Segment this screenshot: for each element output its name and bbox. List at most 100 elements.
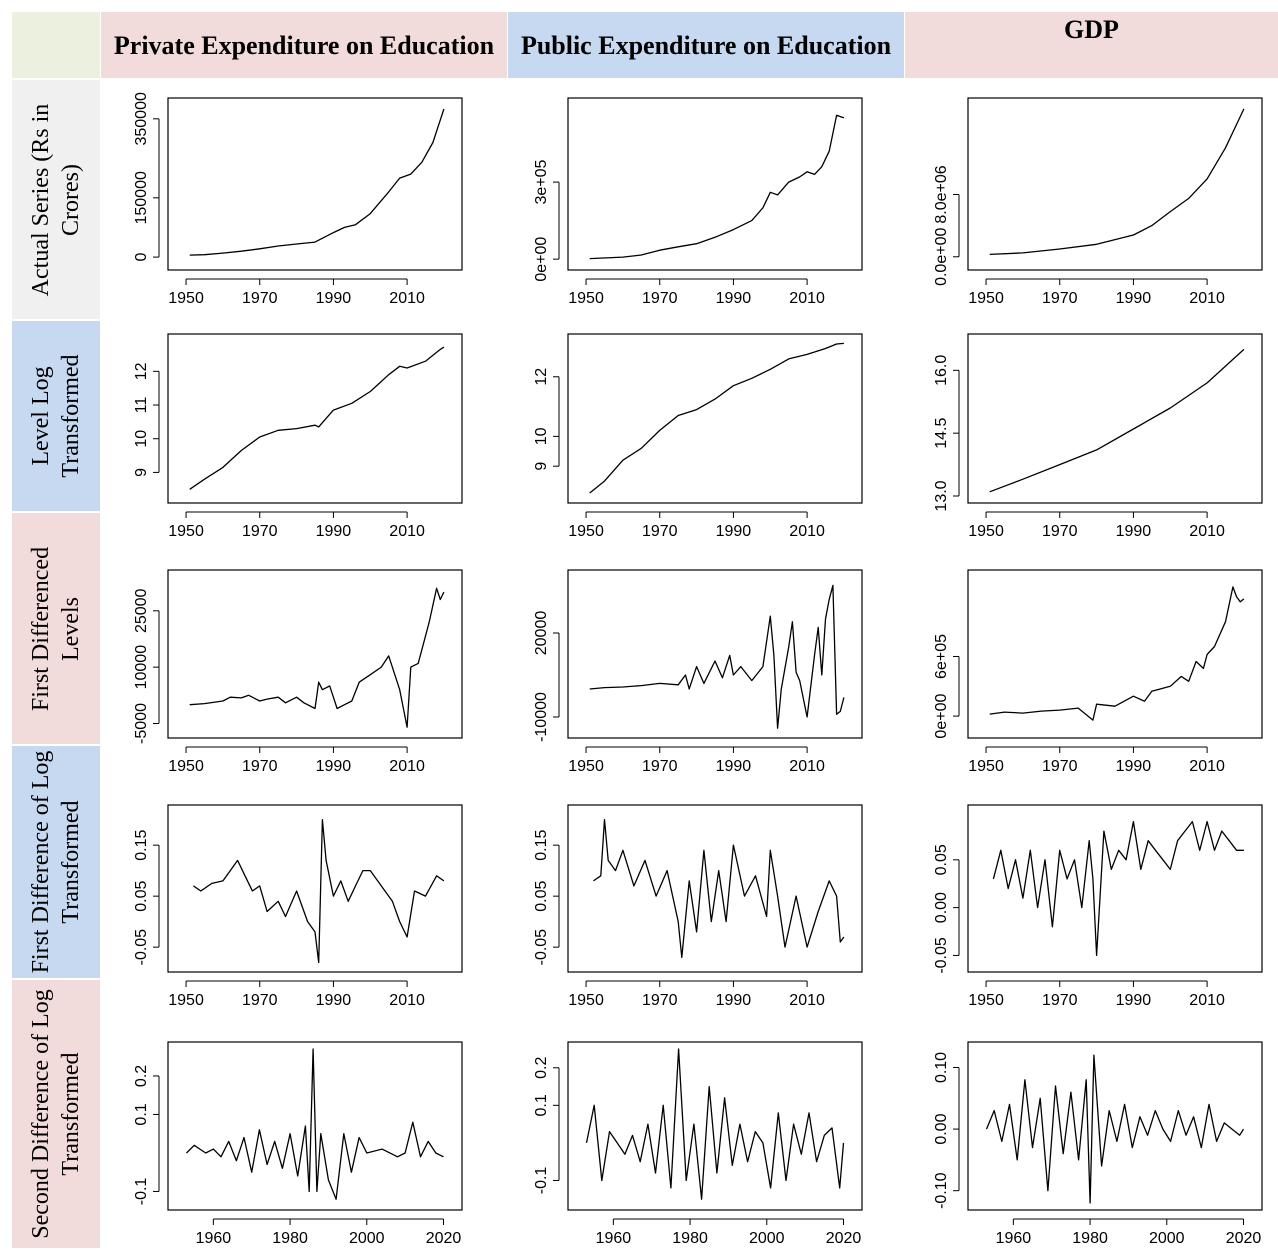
second_diff_log-private-x-tick-label-1: 1980: [272, 1230, 308, 1247]
first_diff-public-series-line: [589, 584, 845, 729]
first_diff-gdp-x-tick-label-0: 1950: [968, 758, 1004, 775]
level_log-gdp-x-tick-label-3: 2010: [1189, 523, 1225, 540]
first_diff_log-gdp-x-tick-label-0: 1950: [968, 992, 1004, 1009]
first_diff_log-gdp-x-tick-label-1: 1970: [1042, 992, 1078, 1009]
actual-gdp-x-tick-label-3: 2010: [1189, 290, 1225, 307]
level_log-private-y-tick-label-1: 10: [133, 430, 150, 448]
first_diff-private-x-tick-label-2: 1990: [316, 758, 352, 775]
first_diff-gdp-series-line: [989, 586, 1245, 721]
first_diff-gdp-y-tick-label-0: 0e+00: [933, 694, 950, 739]
level_log-private-x-tick-label-0: 1950: [168, 523, 204, 540]
first_diff_log-private-x-tick-label-1: 1970: [242, 992, 278, 1009]
second_diff_log-public-plot-frame: [567, 1041, 863, 1211]
column-header-public-label: Public Expenditure on Education: [520, 30, 892, 60]
actual-gdp-x-tick-label-2: 1990: [1116, 290, 1152, 307]
second_diff_log-private-y-tick-label-2: 0.2: [133, 1065, 150, 1087]
first_diff_log-private-series-line: [193, 818, 445, 964]
first_diff-public-y-tick-label-1: 20000: [533, 611, 550, 656]
second_diff_log-private-y-tick-label-0: -0.1: [133, 1178, 150, 1206]
first_diff_log-private-x-tick-label-0: 1950: [168, 992, 204, 1009]
level_log-public-x-tick-label-2: 1990: [716, 523, 752, 540]
column-header-gdp-label: GDP: [1064, 15, 1119, 44]
actual-private-plot-frame: [167, 97, 463, 271]
first_diff-gdp-x-tick-label-3: 2010: [1189, 758, 1225, 775]
first_diff_log-public-series-line: [593, 818, 845, 959]
level_log-public-x-tick-label-0: 1950: [568, 523, 604, 540]
level_log-public-series-line: [589, 342, 844, 494]
actual-private-x-tick-label-1: 1970: [242, 290, 278, 307]
level_log-gdp-x-tick-label-2: 1990: [1116, 523, 1152, 540]
level_log-gdp-series-line: [989, 348, 1245, 493]
first_diff-gdp-plot-frame: [967, 569, 1263, 739]
level_log-private-y-tick-label-3: 12: [133, 362, 150, 380]
first_diff-private-x-tick-label-3: 2010: [389, 758, 425, 775]
first_diff_log-public-plot-frame: [567, 804, 863, 973]
actual-gdp-y-tick-label-0: 0.0e+00: [933, 228, 950, 286]
level_log-private-plot-frame: [167, 333, 463, 504]
first_diff-public-x-tick-label-0: 1950: [568, 758, 604, 775]
column-header-private-label: Private Expenditure on Education: [113, 30, 495, 60]
second_diff_log-gdp-y-tick-label-1: 0.00: [933, 1113, 950, 1144]
first_diff_log-public-x-tick-label-1: 1970: [642, 992, 678, 1009]
first_diff-private-x-tick-label-1: 1970: [242, 758, 278, 775]
level_log-private-y-tick-label-2: 11: [133, 397, 150, 414]
actual-gdp-x-tick-label-0: 1950: [968, 290, 1004, 307]
second_diff_log-gdp-x-tick-label-1: 1980: [1072, 1230, 1108, 1247]
first_diff_log-public-x-tick-label-0: 1950: [568, 992, 604, 1009]
second_diff_log-private-y-tick-label-1: 0.1: [133, 1103, 150, 1125]
level_log-gdp-x-tick-label-1: 1970: [1042, 523, 1078, 540]
level_log-gdp-y-tick-label-0: 13.0: [933, 480, 950, 511]
second_diff_log-private-x-tick-label-3: 2020: [426, 1230, 462, 1247]
first_diff-public-x-tick-label-3: 2010: [789, 758, 825, 775]
level_log-public-y-tick-label-2: 12: [533, 368, 550, 386]
first_diff-private-y-tick-label-2: 25000: [133, 588, 150, 633]
actual-gdp-plot-frame: [967, 97, 1263, 271]
second_diff_log-private-x-tick-label-2: 2000: [349, 1230, 385, 1247]
first_diff_log-private-y-tick-label-0: -0.05: [133, 929, 150, 966]
second_diff_log-public-y-tick-label-0: -0.1: [533, 1167, 550, 1195]
first_diff_log-gdp-x-tick-label-3: 2010: [1189, 992, 1225, 1009]
level_log-gdp-plot-frame: [967, 333, 1263, 504]
actual-private-y-tick-label-0: 0: [133, 253, 150, 262]
level_log-gdp-y-tick-label-2: 16.0: [933, 355, 950, 386]
level_log-public-x-tick-label-3: 2010: [789, 523, 825, 540]
actual-private-x-tick-label-2: 1990: [316, 290, 352, 307]
second_diff_log-private-x-tick-label-0: 1960: [196, 1230, 232, 1247]
first_diff_log-private-plot-frame: [167, 804, 463, 973]
second_diff_log-public-y-tick-label-2: 0.2: [533, 1057, 550, 1079]
first_diff_log-gdp-y-tick-label-0: -0.05: [933, 937, 950, 974]
actual-private-x-tick-label-3: 2010: [389, 290, 425, 307]
level_log-private-x-tick-label-3: 2010: [389, 523, 425, 540]
first_diff_log-private-x-tick-label-2: 1990: [316, 992, 352, 1009]
first_diff_log-gdp-plot-frame: [967, 804, 1263, 973]
first_diff-gdp-x-tick-label-2: 1990: [1116, 758, 1152, 775]
second_diff_log-public-y-tick-label-1: 0.1: [533, 1094, 550, 1116]
level_log-public-y-tick-label-1: 10: [533, 427, 550, 445]
actual-gdp-series-line: [989, 108, 1245, 256]
actual-public-series-line: [589, 114, 845, 260]
second_diff_log-private-plot-frame: [167, 1041, 463, 1211]
first_diff-private-y-tick-label-1: 10000: [133, 645, 150, 690]
first_diff-gdp-y-tick-label-1: 6e+05: [933, 634, 950, 679]
first_diff_log-private-y-tick-label-1: 0.05: [133, 880, 150, 911]
actual-public-x-tick-label-0: 1950: [568, 290, 604, 307]
first_diff-private-series-line: [189, 587, 445, 728]
actual-gdp-y-tick-label-1: 8.0e+06: [933, 165, 950, 223]
first_diff-private-x-tick-label-0: 1950: [168, 758, 204, 775]
second_diff_log-gdp-series-line: [985, 1054, 1245, 1204]
first_diff_log-private-x-tick-label-3: 2010: [389, 992, 425, 1009]
column-header-private: Private Expenditure on Education: [101, 12, 507, 78]
second_diff_log-gdp-x-tick-label-2: 2000: [1149, 1230, 1185, 1247]
second_diff_log-public-series-line: [585, 1048, 845, 1200]
second_diff_log-private-series-line: [186, 1048, 444, 1200]
first_diff_log-gdp-y-tick-label-1: 0.00: [933, 892, 950, 923]
level_log-public-y-tick-label-0: 9: [533, 462, 550, 471]
first_diff_log-gdp-series-line: [992, 820, 1244, 957]
actual-public-x-tick-label-1: 1970: [642, 290, 678, 307]
first_diff_log-public-x-tick-label-3: 2010: [789, 992, 825, 1009]
first_diff-public-y-tick-label-0: -10000: [533, 692, 550, 742]
row-label-level-log: Level Log Transformed: [12, 321, 100, 511]
first_diff_log-public-y-tick-label-2: 0.15: [533, 829, 550, 860]
second_diff_log-gdp-y-tick-label-0: -0.10: [933, 1172, 950, 1209]
